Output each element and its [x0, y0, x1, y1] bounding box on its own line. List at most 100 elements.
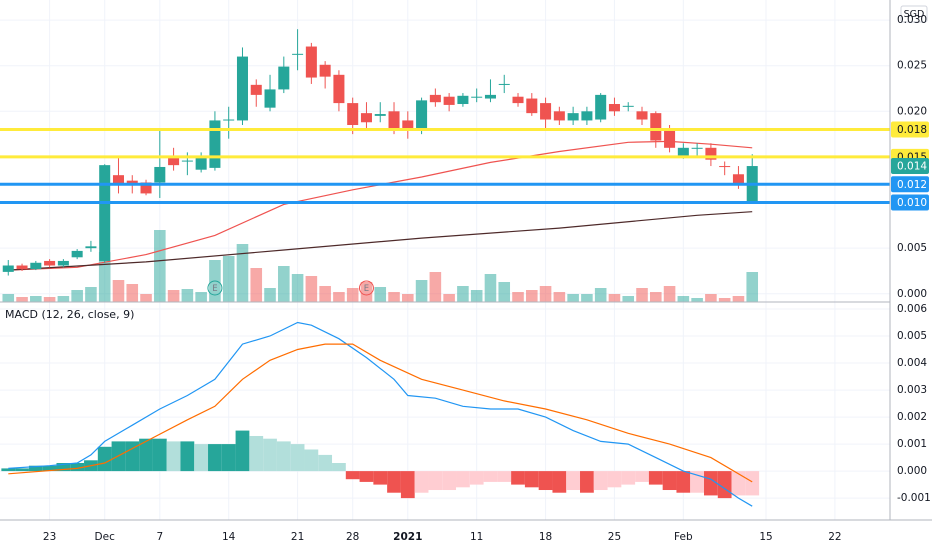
earnings-marker — [207, 280, 223, 296]
candle-body — [388, 111, 400, 130]
candle-body — [374, 114, 386, 116]
macd-y-tick-label: 0.003 — [897, 384, 927, 396]
volume-bar — [112, 280, 125, 302]
volume-bar — [539, 286, 552, 302]
x-tick-label: Feb — [674, 531, 693, 543]
volume-bar — [415, 280, 428, 302]
macd-histogram-bar — [483, 471, 498, 482]
macd-histogram-bar — [139, 438, 153, 472]
candle-body — [677, 147, 689, 157]
x-tick-label: 28 — [346, 531, 359, 543]
currency: SGD — [904, 9, 925, 20]
candle-body — [292, 53, 304, 55]
macd-histogram-bar — [538, 471, 553, 491]
candle-body — [112, 175, 124, 185]
candle-body — [595, 94, 607, 120]
volume-bar — [581, 294, 593, 302]
macd-y-tick-label: 0.001 — [897, 438, 927, 450]
macd-histogram-bar — [15, 468, 29, 472]
macd-histogram-bar — [318, 454, 333, 472]
volume-bar — [85, 287, 97, 302]
volume-bar — [746, 272, 759, 302]
macd-histogram-bar — [42, 465, 57, 472]
candle-body — [650, 113, 662, 141]
x-tick-label: 18 — [539, 531, 552, 543]
volume-bar — [567, 294, 579, 302]
volume-bar — [594, 288, 607, 302]
volume-bar — [388, 292, 400, 302]
candle-body — [540, 103, 552, 120]
candle-body — [347, 103, 359, 125]
volume-bar — [374, 287, 387, 302]
volume-bar — [650, 292, 662, 302]
volume-bar — [732, 296, 745, 302]
volume-bar — [222, 256, 235, 302]
last-price-tag — [891, 158, 929, 175]
volume-bar — [140, 294, 152, 302]
macd-histogram-bar — [1, 468, 16, 472]
candle-body — [691, 147, 703, 149]
macd-histogram-bar — [180, 441, 195, 472]
x-tick-label: 14 — [222, 531, 236, 543]
candle-body — [526, 98, 538, 114]
volume-bar — [443, 294, 455, 302]
candle-body — [636, 111, 648, 120]
macd-histogram-bar — [70, 463, 85, 472]
earnings-label: E — [212, 284, 217, 294]
candle-body — [360, 113, 372, 123]
macd-histogram-bar — [56, 463, 71, 472]
macd-y-tick-label: -0.001 — [897, 492, 931, 504]
volume-bar — [71, 290, 83, 302]
macd-histogram-bar — [359, 471, 374, 482]
candle-body — [705, 147, 717, 160]
candle-body — [305, 46, 317, 78]
macd-histogram-bar — [745, 471, 760, 496]
x-tick-label: 2021 — [393, 531, 422, 543]
macd-histogram-bar — [635, 471, 649, 482]
macd-histogram-bar — [263, 438, 277, 472]
volume-bar — [250, 268, 263, 302]
candle-body — [333, 74, 345, 104]
currency-box[interactable] — [900, 5, 928, 23]
macd-histogram-bar — [152, 438, 167, 472]
candle-body — [484, 94, 496, 99]
volume-bar — [305, 276, 318, 302]
macd-y-tick-label: 0.005 — [897, 330, 927, 342]
macd-histogram-bar — [676, 471, 691, 493]
macd-histogram-bar — [373, 471, 388, 485]
x-tick-label: 15 — [759, 531, 772, 543]
candle-body — [195, 156, 207, 170]
volume-bar — [622, 296, 635, 302]
signal-line — [8, 343, 753, 483]
candle-body — [71, 250, 83, 258]
macd-histogram-bar — [290, 444, 305, 472]
candle-body — [168, 156, 180, 166]
macd-histogram-bar — [607, 471, 622, 488]
candle-body — [732, 174, 744, 186]
candle-body — [2, 265, 14, 272]
volume-bar — [360, 282, 373, 302]
macd-histogram-bar — [648, 471, 663, 485]
candle-body — [264, 89, 276, 108]
price-level-label: 0.012 — [897, 179, 927, 191]
macd-line — [8, 321, 753, 507]
candle-body — [278, 66, 290, 90]
macd-histogram-bar — [524, 471, 539, 488]
candle-body — [85, 246, 97, 249]
volume-bar — [484, 274, 497, 302]
volume-bar — [429, 272, 442, 302]
macd-histogram-bar — [276, 441, 291, 472]
macd-histogram-bar — [704, 471, 718, 496]
x-tick-label: Dec — [95, 531, 116, 543]
candle-body — [498, 83, 510, 85]
volume-bar — [236, 244, 249, 302]
macd-y-tick-label: 0.000 — [897, 465, 927, 477]
candle-body — [429, 94, 441, 103]
candle-body — [44, 260, 56, 266]
macd-y-tick-label: 0.006 — [897, 303, 927, 315]
candle-body — [471, 96, 483, 98]
volume-bar — [57, 296, 70, 302]
x-tick-label: 21 — [291, 531, 304, 543]
candle-body — [457, 95, 469, 105]
